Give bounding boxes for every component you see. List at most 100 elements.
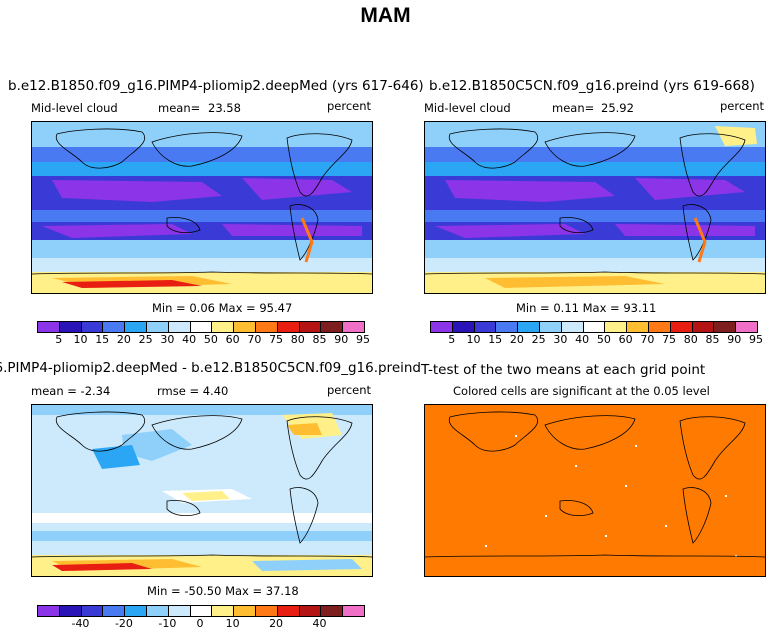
colorbar-swatch [452, 322, 475, 332]
colorbar-tick-label: 15 [95, 333, 110, 346]
colorbar-tick-label: 75 [269, 333, 284, 346]
colorbar-swatch [81, 606, 104, 616]
colorbar-swatch [277, 606, 300, 616]
colorbar-swatch [670, 322, 693, 332]
colorbar-swatch [321, 606, 344, 616]
panel1-units: percent [327, 99, 372, 113]
colorbar-swatch [299, 322, 322, 332]
panel2-colorbar-ticks: 5 10 15 20 25 30 40 50 60 70 75 80 85 90 95 [430, 333, 763, 347]
colorbar-tick-label: 15 [488, 333, 503, 346]
colorbar-tick-label: 0 [196, 617, 204, 630]
colorbar-tick-label: 10 [225, 617, 240, 630]
panel3-min-max: Min = -50.50 Max = 37.18 [147, 584, 299, 598]
colorbar-tick-label: 75 [662, 333, 677, 346]
colorbar-swatch [168, 606, 191, 616]
colorbar-tick-label: 90 [334, 333, 349, 346]
panel1-title: b.e12.B1850.f09_g16.PIMP4-pliomip2.deepM… [8, 78, 424, 94]
panel2-mean-value: 25.92 [601, 101, 634, 115]
colorbar-tick-label: 20 [116, 333, 131, 346]
colorbar-tick-label: 50 [596, 333, 611, 346]
colorbar-tick-label: 10 [73, 333, 88, 346]
colorbar-swatch [277, 322, 300, 332]
colorbar-swatch [190, 322, 213, 332]
colorbar-tick-label: 50 [203, 333, 218, 346]
colorbar-tick-label: -20 [114, 617, 133, 630]
colorbar-swatch [539, 322, 562, 332]
colorbar-tick-label: 90 [727, 333, 742, 346]
panel3-mean-label: mean = -2.34 [31, 384, 111, 398]
panel1-map [31, 121, 373, 294]
colorbar-tick-label: -40 [71, 617, 90, 630]
panel2-colorbar [430, 321, 758, 333]
panel2-variable-label: Mid-level cloud [424, 101, 511, 115]
colorbar-swatch [496, 322, 519, 332]
colorbar-tick-label: 40 [312, 617, 327, 630]
colorbar-swatch [518, 322, 540, 332]
colorbar-swatch [343, 606, 364, 616]
colorbar-tick-label: 5 [448, 333, 456, 346]
colorbar-swatch [81, 322, 104, 332]
panel3-colorbar [37, 605, 365, 617]
colorbar-swatch [583, 322, 606, 332]
colorbar-tick-label: 25 [531, 333, 546, 346]
colorbar-tick-label: 30 [160, 333, 175, 346]
colorbar-swatch [59, 606, 82, 616]
colorbar-swatch [321, 322, 344, 332]
colorbar-tick-label: 85 [312, 333, 327, 346]
colorbar-tick-label: 95 [356, 333, 370, 346]
colorbar-tick-label: 95 [749, 333, 763, 346]
colorbar-swatch [714, 322, 737, 332]
panel2-units: percent [720, 99, 765, 113]
colorbar-tick-label: 60 [618, 333, 633, 346]
colorbar-swatch [431, 322, 453, 332]
panel1-colorbar [37, 321, 365, 333]
colorbar-swatch [212, 606, 235, 616]
colorbar-swatch [299, 606, 322, 616]
panel2-map [424, 121, 766, 294]
colorbar-swatch [59, 322, 82, 332]
colorbar-swatch [234, 606, 256, 616]
colorbar-swatch [255, 606, 278, 616]
colorbar-tick-label: 5 [55, 333, 63, 346]
panel1-min-max: Min = 0.06 Max = 95.47 [152, 301, 293, 315]
colorbar-swatch [103, 606, 126, 616]
colorbar-swatch [561, 322, 584, 332]
figure-title: MAM [360, 4, 411, 27]
panel3-colorbar-ticks: -40 -20 -10 0 10 20 40 [37, 617, 363, 631]
panel2-mean-label: mean= [552, 101, 595, 115]
colorbar-swatch [38, 322, 60, 332]
panel1-mean-value: 23.58 [208, 101, 241, 115]
colorbar-tick-label: 40 [575, 333, 590, 346]
colorbar-swatch [146, 606, 169, 616]
colorbar-tick-label: 85 [705, 333, 720, 346]
colorbar-swatch [605, 322, 628, 332]
colorbar-swatch [255, 322, 278, 332]
panel1-colorbar-ticks: 5 10 15 20 25 30 40 50 60 70 75 80 85 90 95 [37, 333, 370, 347]
colorbar-swatch [648, 322, 671, 332]
colorbar-tick-label: -10 [158, 617, 177, 630]
colorbar-swatch [125, 606, 147, 616]
colorbar-tick-label: 20 [269, 617, 284, 630]
colorbar-tick-label: 60 [225, 333, 240, 346]
colorbar-tick-label: 25 [138, 333, 153, 346]
panel2-title: b.e12.B1850C5CN.f09_g16.preind (yrs 619-… [429, 78, 755, 94]
panel4-subtitle: Colored cells are significant at the 0.0… [453, 384, 710, 398]
colorbar-tick-label: 20 [509, 333, 524, 346]
colorbar-tick-label: 70 [640, 333, 655, 346]
panel3-units: percent [327, 383, 372, 397]
colorbar-swatch [103, 322, 126, 332]
colorbar-tick-label: 10 [466, 333, 481, 346]
panel2-min-max: Min = 0.11 Max = 93.11 [516, 301, 657, 315]
panel3-title: b.e12.B1850.f09_g16.PIMP4-pliomip2.deepM… [0, 360, 421, 376]
panel4-title: T-test of the two means at each grid poi… [421, 362, 706, 378]
colorbar-swatch [234, 322, 256, 332]
colorbar-swatch [692, 322, 715, 332]
panel1-mean-label: mean= [158, 101, 201, 115]
panel3-map [31, 404, 373, 577]
colorbar-swatch [125, 322, 147, 332]
colorbar-swatch [168, 322, 191, 332]
colorbar-swatch [474, 322, 497, 332]
panel3-rmse-label: rmse = 4.40 [157, 384, 229, 398]
colorbar-tick-label: 30 [553, 333, 568, 346]
colorbar-swatch [38, 606, 60, 616]
